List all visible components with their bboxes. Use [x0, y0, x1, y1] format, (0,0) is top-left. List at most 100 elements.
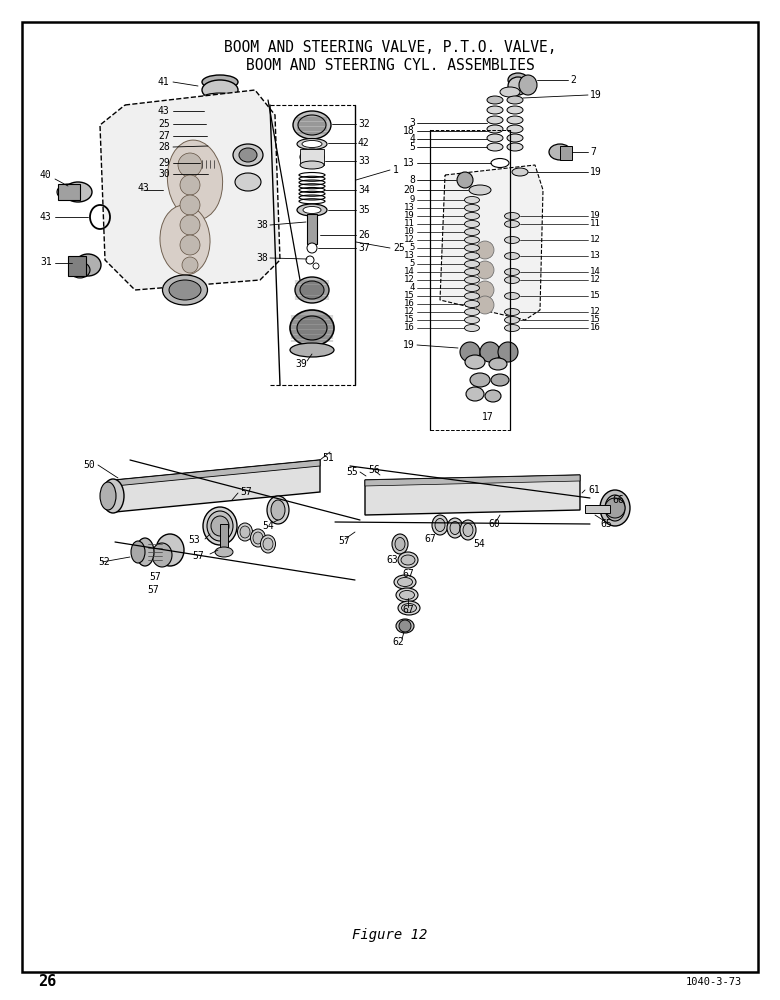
- Ellipse shape: [465, 229, 480, 235]
- Ellipse shape: [297, 316, 327, 340]
- Ellipse shape: [395, 538, 405, 550]
- Text: Figure 12: Figure 12: [353, 928, 427, 942]
- Text: BOOM AND STEERING CYL. ASSEMBLIES: BOOM AND STEERING CYL. ASSEMBLIES: [246, 58, 534, 74]
- Ellipse shape: [487, 143, 503, 151]
- Ellipse shape: [202, 75, 238, 89]
- Text: 66: 66: [612, 495, 624, 505]
- Ellipse shape: [156, 534, 184, 566]
- Text: 17: 17: [482, 412, 494, 422]
- Text: 8: 8: [410, 175, 415, 185]
- Circle shape: [180, 195, 200, 215]
- Text: 63: 63: [386, 555, 398, 565]
- Text: 60: 60: [488, 519, 500, 529]
- Ellipse shape: [392, 534, 408, 554]
- Ellipse shape: [465, 268, 480, 275]
- Ellipse shape: [505, 268, 519, 275]
- Ellipse shape: [507, 143, 523, 151]
- Text: 18: 18: [403, 126, 415, 136]
- Ellipse shape: [70, 262, 90, 278]
- Text: 56: 56: [368, 465, 380, 475]
- Ellipse shape: [465, 196, 480, 204]
- Ellipse shape: [507, 96, 523, 104]
- Ellipse shape: [250, 529, 265, 547]
- Ellipse shape: [549, 144, 571, 160]
- Circle shape: [306, 256, 314, 264]
- Text: 26: 26: [38, 974, 56, 990]
- Text: 19: 19: [403, 340, 415, 350]
- Ellipse shape: [293, 111, 331, 139]
- Circle shape: [605, 498, 625, 518]
- Text: 20: 20: [403, 185, 415, 195]
- Text: 54: 54: [262, 521, 274, 531]
- Ellipse shape: [507, 125, 523, 133]
- Ellipse shape: [396, 619, 414, 633]
- Text: 12: 12: [404, 235, 415, 244]
- Ellipse shape: [507, 116, 523, 124]
- Text: 57: 57: [240, 487, 252, 497]
- Ellipse shape: [487, 96, 503, 104]
- Text: 12: 12: [590, 275, 601, 284]
- Ellipse shape: [465, 284, 480, 292]
- Text: 37: 37: [358, 243, 370, 253]
- Ellipse shape: [396, 588, 418, 602]
- Text: 50: 50: [83, 460, 95, 470]
- Ellipse shape: [605, 495, 625, 521]
- Ellipse shape: [505, 316, 519, 324]
- Ellipse shape: [169, 280, 201, 300]
- Text: 7: 7: [590, 147, 596, 157]
- Bar: [58, 184, 80, 200]
- Text: 19: 19: [590, 212, 601, 221]
- Polygon shape: [365, 475, 580, 515]
- Text: 67: 67: [424, 534, 436, 544]
- Polygon shape: [365, 475, 580, 486]
- Text: 67: 67: [402, 569, 414, 579]
- Text: 13: 13: [404, 204, 415, 213]
- Text: 15: 15: [404, 316, 415, 324]
- Ellipse shape: [508, 77, 528, 95]
- Text: 12: 12: [404, 308, 415, 316]
- Ellipse shape: [487, 116, 503, 124]
- Ellipse shape: [505, 252, 519, 259]
- Text: 39: 39: [295, 359, 307, 369]
- Ellipse shape: [465, 316, 480, 324]
- Ellipse shape: [290, 343, 334, 357]
- Text: 16: 16: [404, 324, 415, 332]
- Ellipse shape: [491, 374, 509, 386]
- Text: 62: 62: [392, 637, 404, 647]
- Ellipse shape: [239, 148, 257, 162]
- Ellipse shape: [465, 252, 480, 259]
- Text: 40: 40: [40, 170, 51, 180]
- Ellipse shape: [465, 205, 480, 212]
- Ellipse shape: [505, 308, 519, 316]
- Bar: [585, 505, 610, 513]
- Text: 12: 12: [590, 308, 601, 316]
- Circle shape: [476, 261, 494, 279]
- Text: 13: 13: [404, 251, 415, 260]
- Circle shape: [476, 281, 494, 299]
- Ellipse shape: [399, 590, 414, 599]
- Text: 4: 4: [410, 284, 415, 292]
- Ellipse shape: [470, 373, 490, 387]
- Text: 25: 25: [393, 243, 405, 253]
- Text: 31: 31: [40, 257, 51, 267]
- Ellipse shape: [211, 516, 229, 536]
- Text: 61: 61: [588, 485, 600, 495]
- Bar: [68, 256, 86, 276]
- Text: 13: 13: [403, 158, 415, 168]
- Text: 1040-3-73: 1040-3-73: [686, 977, 742, 987]
- Text: 57: 57: [338, 536, 349, 546]
- Ellipse shape: [460, 520, 476, 540]
- Circle shape: [476, 296, 494, 314]
- Text: 28: 28: [158, 142, 170, 152]
- Text: BOOM AND STEERING VALVE, P.T.O. VALVE,: BOOM AND STEERING VALVE, P.T.O. VALVE,: [224, 40, 556, 55]
- Ellipse shape: [508, 73, 528, 87]
- Ellipse shape: [465, 308, 480, 316]
- Ellipse shape: [131, 541, 145, 563]
- Ellipse shape: [300, 281, 324, 299]
- Ellipse shape: [215, 547, 233, 557]
- Ellipse shape: [102, 479, 124, 513]
- Ellipse shape: [485, 390, 501, 402]
- Ellipse shape: [290, 310, 334, 346]
- Ellipse shape: [202, 158, 218, 170]
- Ellipse shape: [240, 526, 250, 538]
